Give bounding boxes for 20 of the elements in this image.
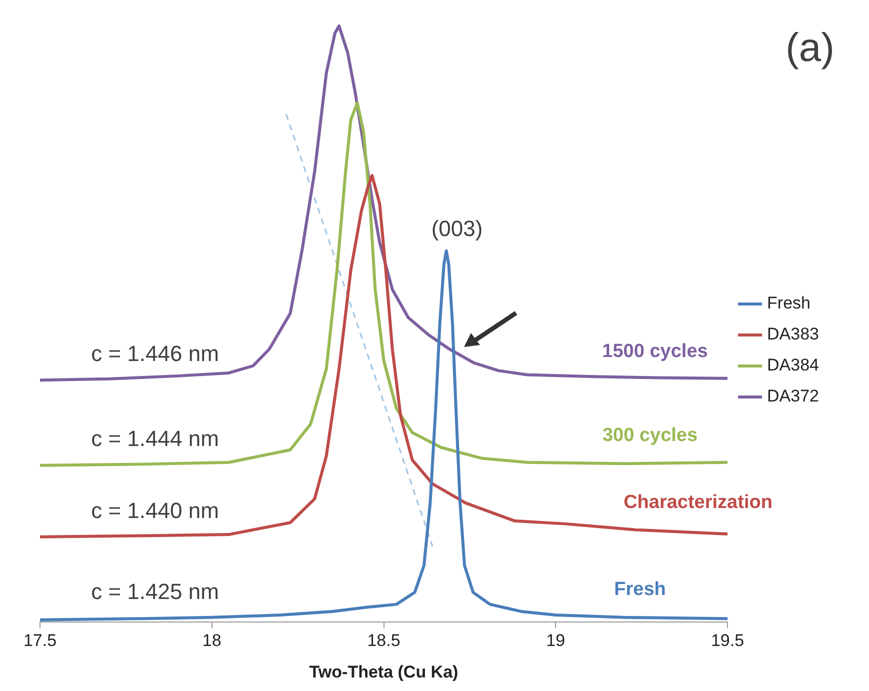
annotation: 300 cycles: [602, 425, 698, 446]
text: (a): [786, 26, 834, 70]
x-tick-label: 18.5: [367, 631, 400, 650]
x-axis-title: Two-Theta (Cu Ka): [309, 662, 458, 682]
legend-label: DA372: [767, 386, 820, 406]
annotation: c = 1.425 nm: [91, 579, 219, 604]
legend-label: DA384: [767, 356, 820, 375]
x-tick-label: 19.5: [710, 631, 744, 650]
legend-label: DA383: [767, 324, 820, 344]
annotation: Characterization: [624, 492, 772, 514]
annotation: Fresh: [614, 579, 666, 600]
annotation: c = 1.444 nm: [91, 426, 219, 452]
x-tick-label: 17.5: [23, 631, 57, 650]
annotation: c = 1.446 nm: [91, 341, 219, 366]
x-tick-label: 18: [202, 631, 222, 650]
x-tick-label: 19: [546, 631, 566, 650]
annotation: 1500 cycles: [602, 341, 708, 362]
legend-label: Fresh: [767, 294, 810, 313]
annotation: (003): [431, 216, 483, 242]
annotation: c = 1.440 nm: [91, 498, 219, 524]
